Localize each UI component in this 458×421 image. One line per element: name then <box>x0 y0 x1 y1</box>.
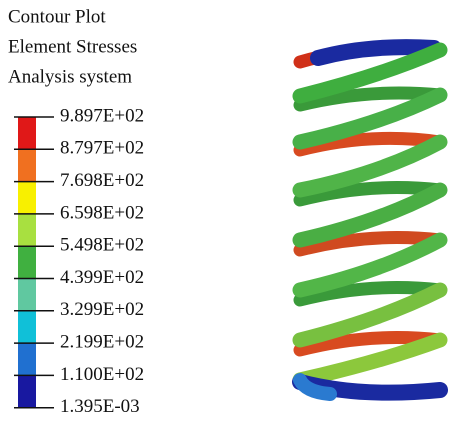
header-line: Element Stresses <box>8 36 137 57</box>
header-line: Analysis system <box>8 66 132 87</box>
legend-color-band <box>18 149 36 182</box>
legend-label: 4.399E+02 <box>60 267 144 288</box>
legend-label: 9.897E+02 <box>60 105 144 126</box>
legend-color-band <box>18 214 36 247</box>
legend-color-band <box>18 343 36 376</box>
legend-color-band <box>18 279 36 312</box>
legend-label: 2.199E+02 <box>60 331 144 352</box>
header-line: Contour Plot <box>8 6 106 27</box>
legend-label: 1.100E+02 <box>60 364 144 385</box>
legend-label: 7.698E+02 <box>60 170 144 191</box>
legend-label: 3.299E+02 <box>60 299 144 320</box>
legend-label: 8.797E+02 <box>60 138 144 159</box>
legend-label: 1.395E-03 <box>60 396 140 417</box>
screenshot: Contour Plot Element Stresses Analysis sys… <box>0 0 458 421</box>
legend-label: 5.498E+02 <box>60 235 144 256</box>
legend-color-band <box>18 182 36 215</box>
legend-color-band <box>18 375 36 408</box>
legend-color-band <box>18 117 36 150</box>
spring-model <box>300 47 440 394</box>
legend-color-band <box>18 311 36 344</box>
legend-label: 6.598E+02 <box>60 202 144 223</box>
legend-color-band <box>18 246 36 279</box>
